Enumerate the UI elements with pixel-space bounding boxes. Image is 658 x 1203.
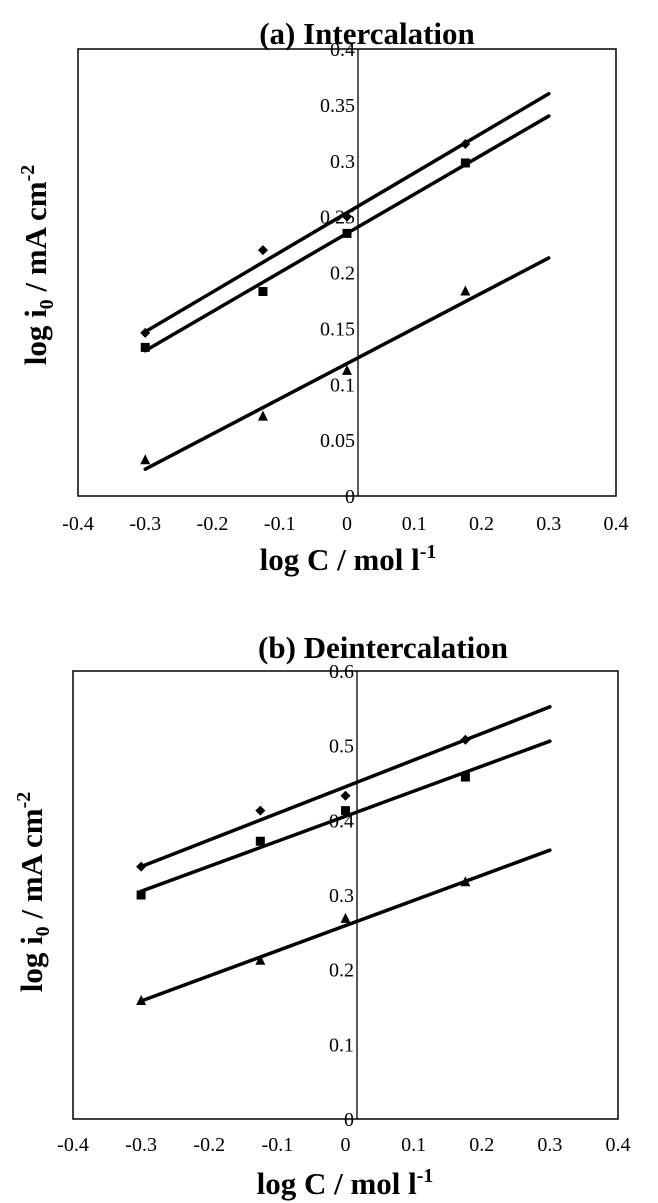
x-tick-label: -0.1 [262,1134,294,1156]
diamond-point [257,245,268,256]
panel-a-x-axis-label-sup: -1 [420,541,437,563]
triangle-point [342,364,352,375]
square-point [258,286,268,296]
panel-b-x-axis-label-main: log C / mol l [257,1166,418,1201]
x-tick-label: -0.2 [193,1134,225,1156]
panel-a-y-axis-label-rest: / mA cm [18,181,53,299]
triangle-point [140,454,151,465]
square-fit-line [139,739,552,894]
x-tick-label: 0 [342,513,352,535]
panel-a-x-axis-label: log C / mol l-1 [260,541,437,577]
panel-b-fit-lines [139,705,552,1003]
y-tick-label: 0.2 [329,960,354,982]
triangle-point [460,285,471,296]
panel-b-y-axis-label: log i0 / mA cm-2 [13,792,54,993]
x-tick-label: 0.1 [402,513,427,535]
panel-b-y-axis-label-rest: / mA cm [14,808,49,926]
y-tick-label: 0.1 [330,374,355,396]
y-tick-label: 0 [344,1109,354,1131]
panel-a-x-axis-label-main: log C / mol l [260,542,421,577]
y-tick-label: 0.3 [329,885,354,907]
diamond-point [460,138,471,149]
panel-b-title: (b) Deintercalation [258,630,508,665]
x-tick-label: -0.2 [197,513,229,535]
y-tick-label: 0.05 [320,430,355,452]
x-tick-label: 0.2 [469,1134,494,1156]
x-tick-label: 0.1 [401,1134,426,1156]
triangle-fit-line [143,256,551,471]
x-tick-label: 0.4 [604,513,629,535]
triangle-fit-line [139,848,552,1003]
square-point [255,836,265,846]
panel-b-x-tick-labels: -0.4 -0.3 -0.2 -0.1 0 0.1 0.2 0.3 0.4 [57,1134,630,1156]
diamond-point [136,861,147,872]
x-tick-label: -0.4 [62,513,94,535]
panel-a-y-axis-label: log i0 / mA cm-2 [17,165,58,366]
square-point [460,158,470,168]
diamond-point [255,805,266,816]
y-tick-label: 0.1 [329,1034,354,1056]
y-tick-label: 0.2 [330,263,355,285]
y-tick-label: 0.6 [329,661,354,683]
triangle-point [257,410,268,421]
y-tick-label: 0.4 [330,39,355,61]
square-point [136,890,146,900]
y-tick-label: 0.3 [330,151,355,173]
panel-b-data-points [136,734,471,1006]
panel-b-y-axis-label-main: log i [14,936,49,992]
panel-b-y-axis-label-sup: -2 [13,792,35,809]
x-tick-label: 0.4 [606,1134,631,1156]
y-tick-label: 0 [345,486,355,508]
diamond-point [340,790,351,801]
square-point [140,342,150,352]
triangle-point [255,954,266,965]
x-tick-label: 0.3 [537,1134,562,1156]
panel-a: (a) Intercalation 00.050.10.150.20.250.3… [17,16,629,577]
square-point [342,228,352,238]
panel-a-title: (a) Intercalation [259,16,475,51]
x-tick-label: 0.3 [536,513,561,535]
x-tick-label: -0.4 [57,1134,89,1156]
triangle-point [460,876,471,887]
x-tick-label: 0 [341,1134,351,1156]
diamond-fit-line [139,705,552,869]
x-tick-label: -0.3 [125,1134,157,1156]
square-point [341,806,350,816]
y-tick-label: 0.5 [329,736,354,758]
diamond-point [460,734,471,745]
y-tick-label: 0.15 [320,318,355,340]
x-tick-label: -0.3 [129,513,161,535]
y-tick-label: 0.35 [320,95,355,117]
panel-b-x-axis-label-sup: -1 [417,1165,434,1187]
panel-b: (b) Deintercalation 00.10.20.30.40.50.6 … [13,630,631,1201]
panel-a-plot-frame [77,48,617,497]
panel-a-y-tick-labels: 00.050.10.150.20.250.30.350.4 [320,39,355,508]
diamond-point [140,327,151,338]
panel-b-plot-frame [72,670,619,1120]
panel-a-y-axis-label-main: log i [18,309,53,365]
triangle-point [136,995,147,1006]
panel-b-y-tick-labels: 00.10.20.30.40.50.6 [329,661,354,1131]
x-tick-label: 0.2 [469,513,494,535]
panel-a-y-axis-label-sub: 0 [36,299,58,309]
diamond-point [342,211,352,222]
square-point [460,772,470,782]
x-tick-label: -0.1 [264,513,296,535]
panel-b-x-axis-label: log C / mol l-1 [257,1165,434,1201]
panel-a-data-points [140,138,471,465]
panel-a-x-tick-labels: -0.4 -0.3 -0.2 -0.1 0 0.1 0.2 0.3 0.4 [62,513,628,535]
panel-b-y-axis-label-sub: 0 [32,926,54,936]
triangle-point [340,912,351,923]
panel-a-y-axis-label-sup: -2 [17,165,39,182]
